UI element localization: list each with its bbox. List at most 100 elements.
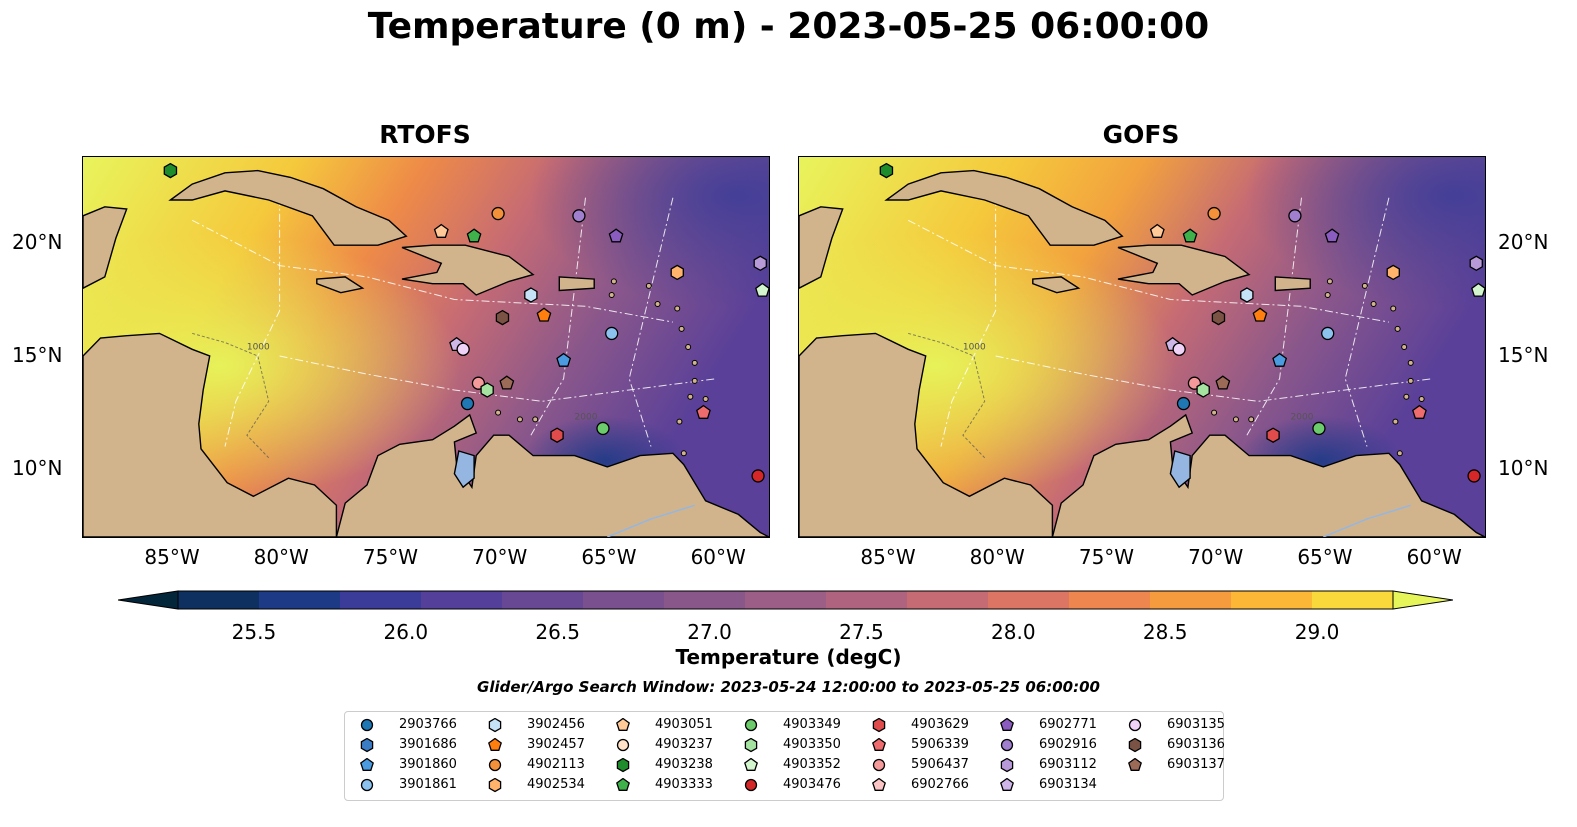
observation-3902457 — [1252, 307, 1268, 322]
land-pr — [558, 276, 595, 292]
land-hispaniola — [1117, 244, 1251, 296]
lon-tick-label: 85°W — [144, 545, 200, 569]
observation-5906339 — [1412, 404, 1427, 419]
legend-marker-6902766 — [872, 778, 886, 791]
eez-boundary-line — [279, 355, 717, 402]
small-island — [678, 325, 685, 332]
small-island — [1407, 377, 1414, 384]
lon-tick-label: 85°W — [860, 545, 916, 569]
legend-marker-3902456 — [488, 718, 502, 733]
colorbar-segment — [664, 591, 746, 609]
legend: 2903766 3901686 3901860 3901861 3902456 39024… — [344, 711, 1225, 801]
small-island — [702, 396, 709, 403]
legend-marker-3901860 — [360, 758, 374, 771]
lon-tick-label: 60°W — [1406, 545, 1462, 569]
small-island — [1248, 416, 1255, 423]
map-panel-rtofs: 1000 2000 — [82, 156, 770, 538]
observation-6903135 — [456, 342, 470, 356]
observation-6902916 — [572, 209, 586, 223]
legend-marker-4902113 — [488, 758, 502, 772]
lat-tick-label-left: 20°N — [12, 229, 63, 254]
legend-label: 4903349 — [783, 717, 841, 732]
colorbar-segment — [907, 591, 989, 609]
observation-4903238 — [879, 162, 894, 179]
observation-6902771 — [608, 228, 624, 243]
colorbar-outline — [177, 590, 1394, 610]
lat-tick-label-right: 10°N — [1498, 456, 1549, 481]
small-island — [676, 418, 683, 425]
legend-marker-4903237 — [616, 738, 630, 752]
land-southAm — [1051, 413, 1485, 537]
observation-3901860 — [556, 352, 572, 367]
legend-label: 5906437 — [911, 757, 969, 772]
legend-label: 6903112 — [1039, 757, 1097, 772]
colorbar-segment — [583, 591, 665, 609]
legend-marker-4903476 — [744, 778, 758, 792]
eez-boundary-line — [1246, 197, 1302, 436]
legend-label: 6903134 — [1039, 777, 1097, 792]
colorbar-segment — [259, 591, 341, 609]
observation-4903629 — [1266, 427, 1280, 443]
small-island — [1394, 325, 1401, 332]
observation-4903051 — [1149, 223, 1165, 238]
colorbar-segment — [1150, 591, 1232, 609]
colorbar-tick-label: 27.0 — [687, 620, 732, 644]
legend-label: 5906339 — [911, 737, 969, 752]
colorbar-segment — [988, 591, 1070, 609]
small-island — [495, 409, 502, 416]
legend-marker-6902771 — [1000, 718, 1014, 731]
bathymetry-contour — [908, 332, 986, 459]
colorbar-tick-label: 28.5 — [1142, 620, 1188, 644]
colorbar-segment — [421, 591, 503, 609]
observation-4902113 — [1207, 206, 1221, 221]
small-island — [1392, 418, 1399, 425]
legend-label: 6903136 — [1167, 737, 1225, 752]
legend-marker-3901861 — [360, 778, 374, 792]
legend-label: 3901861 — [399, 777, 457, 792]
lon-tick-label: 65°W — [1297, 545, 1353, 569]
colorbar-segment — [826, 591, 908, 609]
bathymetry-contour — [192, 332, 270, 459]
panel-title-gofs: GOFS — [1102, 120, 1180, 149]
observation-4903349 — [596, 421, 610, 436]
small-island — [608, 291, 615, 298]
colorbar-tick-label: 26.5 — [535, 620, 580, 644]
legend-label: 4903352 — [783, 757, 841, 772]
land-cuba — [168, 169, 408, 246]
observation-3902456 — [1240, 287, 1254, 303]
colorbar-segment — [1069, 591, 1151, 609]
eez-boundary-line — [530, 197, 586, 436]
legend-marker-4903349 — [744, 718, 758, 732]
river — [607, 504, 695, 537]
observation-4902113 — [491, 206, 505, 221]
legend-marker-5906437 — [872, 758, 886, 772]
legend-marker-6903112 — [1000, 758, 1014, 773]
legend-label: 4903237 — [655, 737, 713, 752]
legend-label: 4903238 — [655, 757, 713, 772]
small-island — [1396, 450, 1403, 457]
colorbar-tick-label: 28.0 — [991, 620, 1036, 644]
colorbar-segment — [340, 591, 422, 609]
contour-label: 2000 — [1291, 412, 1314, 422]
eez-boundary-line — [940, 197, 997, 447]
colorbar — [117, 590, 1454, 614]
legend-label: 4903333 — [655, 777, 713, 792]
small-island — [674, 305, 681, 312]
contour-label: 1000 — [247, 342, 270, 352]
legend-label: 6902916 — [1039, 737, 1097, 752]
colorbar-segment — [1231, 591, 1313, 609]
legend-marker-4903352 — [744, 758, 758, 771]
legend-label: 4903051 — [655, 717, 713, 732]
land-jamaica — [1032, 276, 1081, 294]
lat-tick-label-left: 10°N — [12, 456, 63, 481]
observation-6903137 — [1215, 375, 1231, 390]
legend-label: 4902534 — [527, 777, 585, 792]
observation-4903476 — [1467, 469, 1481, 483]
small-island — [685, 344, 692, 350]
small-island — [1232, 416, 1239, 423]
land-hispaniola — [401, 244, 535, 296]
eez-boundary-line — [1344, 197, 1390, 447]
legend-label: 6902771 — [1039, 717, 1097, 732]
small-island — [687, 393, 694, 400]
eez-boundary-line — [907, 219, 1389, 323]
